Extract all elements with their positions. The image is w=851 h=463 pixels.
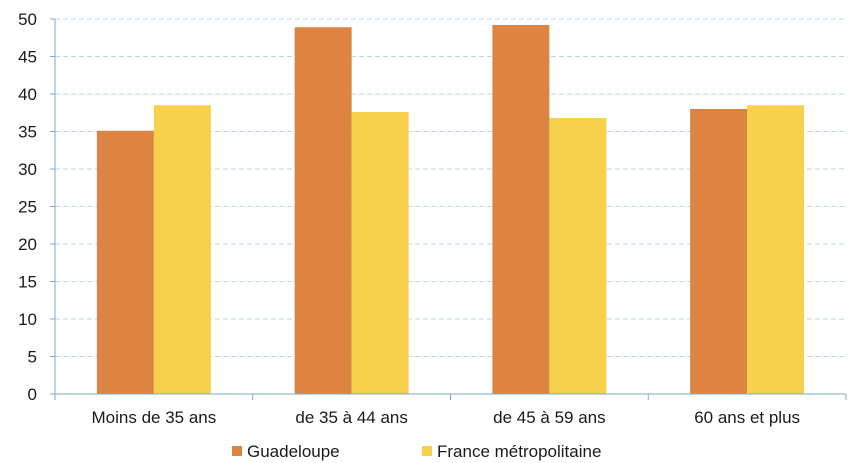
legend-label-france-metropolitaine: France métropolitaine: [437, 442, 602, 461]
x-category-label: Moins de 35 ans: [92, 408, 217, 427]
y-tick-label: 25: [18, 198, 37, 217]
x-category-label: 60 ans et plus: [694, 408, 800, 427]
bar-guadeloupe-4: [690, 109, 748, 394]
bar-guadeloupe-1: [96, 130, 154, 394]
x-axis: Moins de 35 ans de 35 à 44 ans de 45 à 59 …: [54, 393, 847, 427]
bars: [96, 25, 805, 394]
x-category-label: de 45 à 59 ans: [493, 408, 605, 427]
legend-item-france-metropolitaine: France métropolitaine: [422, 442, 601, 462]
bar-guadeloupe-3: [492, 25, 550, 394]
bar-france-m-tropolitaine-2: [351, 112, 409, 394]
bar-france-m-tropolitaine-3: [549, 118, 607, 394]
y-tick-label: 50: [18, 10, 37, 29]
y-tick-label: 15: [18, 273, 37, 292]
legend-swatch-guadeloupe: [232, 446, 242, 456]
y-tick-label: 10: [18, 310, 37, 329]
bar-france-m-tropolitaine-1: [153, 105, 211, 394]
bar-chart: 0 5 10 15 20 25 30 35 40 45 50 Moins de 35 ans de 3…: [18, 10, 847, 427]
y-tick-label: 20: [18, 235, 37, 254]
legend-label-guadeloupe: Guadeloupe: [247, 442, 340, 461]
y-tick-label: 0: [28, 385, 37, 404]
bar-guadeloupe-2: [294, 27, 352, 394]
legend-item-guadeloupe: Guadeloupe: [232, 442, 340, 462]
x-category-label: de 35 à 44 ans: [295, 408, 407, 427]
bar-france-m-tropolitaine-4: [747, 105, 805, 394]
y-tick-label: 30: [18, 160, 37, 179]
y-axis: 0 5 10 15 20 25 30 35 40 45 50: [18, 10, 56, 404]
y-tick-label: 5: [28, 348, 37, 367]
legend-swatch-france-metropolitaine: [422, 446, 432, 456]
y-tick-label: 40: [18, 85, 37, 104]
y-tick-label: 35: [18, 123, 37, 142]
legend: Guadeloupe France métropolitaine: [0, 440, 851, 462]
y-tick-label: 45: [18, 48, 37, 67]
